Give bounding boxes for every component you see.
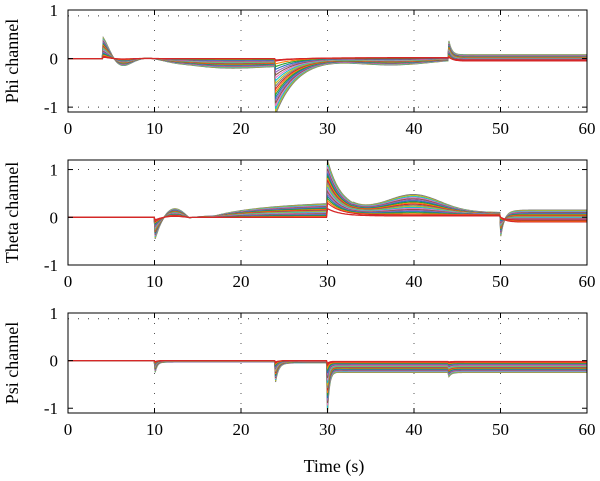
x-tick-label: 10 bbox=[146, 420, 163, 439]
x-tick-label: 20 bbox=[233, 119, 250, 138]
x-tick-label: 20 bbox=[233, 272, 250, 291]
x-tick-label: 60 bbox=[579, 119, 596, 138]
x-tick-label: 10 bbox=[146, 272, 163, 291]
x-axis-label: Time (s) bbox=[304, 456, 365, 477]
series-line-main bbox=[68, 56, 587, 61]
y-tick-label: -1 bbox=[44, 399, 58, 418]
x-tick-label: 60 bbox=[579, 420, 596, 439]
x-tick-label: 40 bbox=[406, 420, 423, 439]
x-tick-label: 10 bbox=[146, 119, 163, 138]
y-axis-label: Phi channel bbox=[2, 19, 22, 103]
x-tick-label: 30 bbox=[319, 420, 336, 439]
y-tick-label: 0 bbox=[50, 50, 59, 69]
x-tick-label: 0 bbox=[64, 119, 73, 138]
y-axis-label: Theta channel bbox=[2, 162, 22, 263]
y-tick-label: 1 bbox=[50, 304, 59, 323]
y-tick-label: 1 bbox=[50, 1, 59, 20]
y-tick-label: -1 bbox=[44, 256, 58, 275]
x-tick-label: 30 bbox=[319, 272, 336, 291]
series-line-main bbox=[68, 207, 587, 221]
x-tick-label: 50 bbox=[492, 119, 509, 138]
y-tick-label: -1 bbox=[44, 98, 58, 117]
series-line bbox=[68, 44, 587, 94]
y-tick-label: 0 bbox=[50, 352, 59, 371]
y-tick-label: 0 bbox=[50, 208, 59, 227]
x-tick-label: 60 bbox=[579, 272, 596, 291]
series-line bbox=[68, 43, 587, 97]
series-line bbox=[68, 48, 587, 83]
x-tick-label: 0 bbox=[64, 272, 73, 291]
x-tick-label: 20 bbox=[233, 420, 250, 439]
theta-channel-panel: 0 10 20 30 40 50 60 -1 0 1 Theta channel bbox=[2, 159, 596, 291]
phi-channel-panel: 0 10 20 30 40 50 60 -1 0 1 Phi channel bbox=[2, 1, 596, 138]
series-line bbox=[68, 45, 587, 91]
y-axis-label: Psi channel bbox=[2, 322, 22, 405]
x-tick-label: 30 bbox=[319, 119, 336, 138]
series-line bbox=[68, 41, 587, 101]
x-tick-label: 40 bbox=[406, 272, 423, 291]
psi-channel-panel: 0 10 20 30 40 50 60 -1 0 1 Psi channel bbox=[2, 304, 596, 439]
series-line bbox=[68, 47, 587, 85]
y-tick-label: 1 bbox=[50, 161, 59, 180]
x-tick-label: 50 bbox=[492, 272, 509, 291]
series-line-main bbox=[68, 359, 587, 365]
x-tick-label: 40 bbox=[406, 119, 423, 138]
x-tick-label: 50 bbox=[492, 420, 509, 439]
x-tick-label: 0 bbox=[64, 420, 73, 439]
